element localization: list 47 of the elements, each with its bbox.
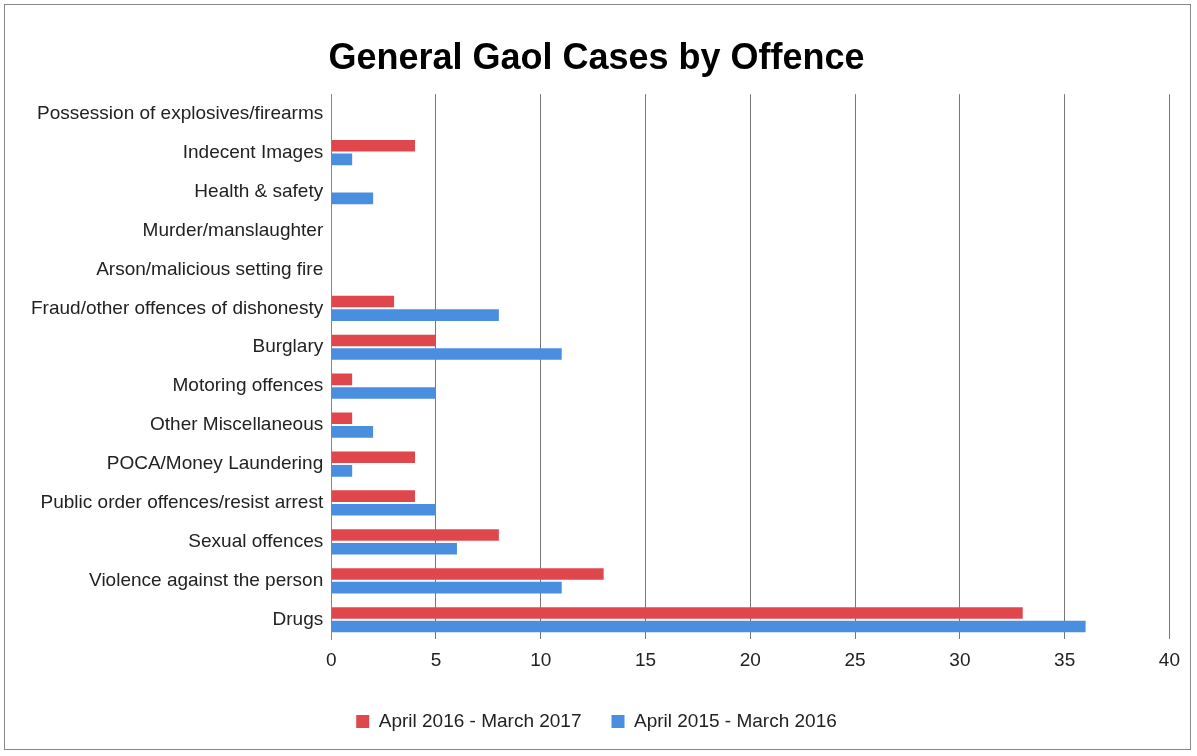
- y-tick-label: Burglary: [252, 335, 324, 357]
- bar: [331, 529, 499, 541]
- bar: [331, 503, 436, 516]
- y-tick-label: Indecent Images: [182, 140, 324, 162]
- x-tick-label: 35: [1054, 648, 1076, 670]
- bar: [331, 465, 353, 477]
- x-tick-label: 25: [844, 648, 866, 670]
- y-tick-label: POCA/Money Laundering: [106, 452, 324, 474]
- y-tick-label: Fraud/other offences of dishonesty: [31, 296, 324, 318]
- x-tick-label: 10: [530, 648, 552, 670]
- y-tick-label: Arson/malicious setting fire: [96, 257, 324, 279]
- y-tick-label: Public order offences/resist arrest: [40, 491, 324, 513]
- y-tick-label: Other Miscellaneous: [150, 413, 324, 435]
- bar: [331, 568, 604, 580]
- y-tick-label: Violence against the person: [89, 569, 324, 591]
- x-tick-label: 0: [325, 648, 337, 670]
- bar: [331, 139, 416, 152]
- legend-label: April 2016 - March 2017: [378, 709, 582, 731]
- bar: [331, 607, 1023, 619]
- bar: [331, 490, 416, 502]
- y-tick-label: Murder/manslaughter: [142, 218, 324, 240]
- bar: [331, 412, 353, 425]
- y-tick-label: Drugs: [272, 607, 324, 629]
- bar: [331, 309, 499, 321]
- bar: [331, 192, 374, 205]
- y-tick-label: Health & safety: [194, 179, 324, 201]
- bar: [331, 295, 395, 308]
- x-tick-label: 30: [949, 648, 971, 670]
- x-tick-label: 20: [739, 648, 761, 670]
- bar: [331, 348, 562, 360]
- chart-title: General Gaol Cases by Offence: [328, 35, 865, 77]
- y-tick-label: Motoring offences: [172, 374, 324, 396]
- y-tick-label: Sexual offences: [188, 530, 324, 552]
- bar: [331, 620, 1086, 633]
- bar: [331, 373, 353, 386]
- x-tick-label: 40: [1158, 648, 1180, 670]
- bar: [331, 581, 562, 594]
- x-tick-label: 5: [430, 648, 442, 670]
- bar: [331, 542, 457, 555]
- y-tick-label: Possession of explosives/firearms: [37, 101, 324, 123]
- bar: [331, 451, 416, 463]
- bar: [331, 426, 374, 438]
- bar: [331, 153, 353, 166]
- bar: [331, 334, 436, 347]
- legend-label: April 2015 - March 2016: [634, 709, 837, 731]
- bar: [331, 387, 436, 399]
- x-tick-label: 15: [634, 648, 657, 670]
